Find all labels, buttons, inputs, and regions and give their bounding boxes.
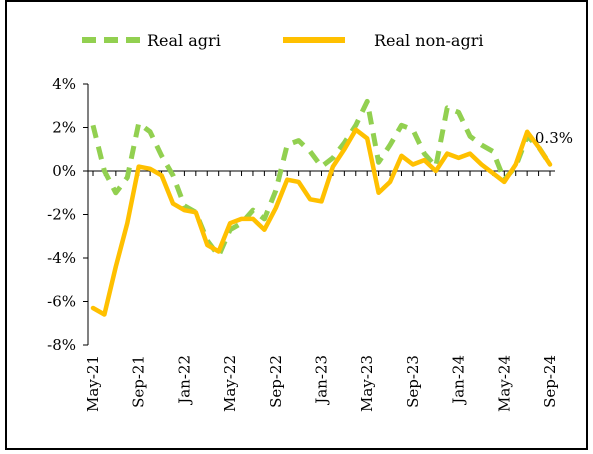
x-tick-label: Jan-24 <box>450 355 468 406</box>
x-tick-label: May-24 <box>495 355 513 412</box>
x-tick-label: Jan-23 <box>313 355 331 406</box>
legend-label-real-agri: Real agri <box>147 31 221 50</box>
x-tick-label: Sep-22 <box>267 355 285 408</box>
x-tick-label: Sep-24 <box>541 355 559 408</box>
x-tick-label: May-21 <box>84 355 102 412</box>
y-tick-label: 4% <box>52 75 76 93</box>
series-real-non-agri-line <box>90 127 553 317</box>
y-tick-label: 0% <box>52 162 76 180</box>
x-tick-label: Sep-21 <box>130 355 148 408</box>
y-tick-label: 2% <box>52 119 76 137</box>
chart-border <box>5 0 588 450</box>
x-tick-label: Jan-22 <box>175 355 193 406</box>
series-group <box>90 98 553 317</box>
x-axis-ticks: May-21 Sep-21 Jan-22 May-22 Sep-22 Jan-23 May-… <box>84 171 559 412</box>
data-label-last-point: 0.3% <box>535 129 573 147</box>
y-axis-ticks: 4% 2% 0% -2% -4% -6% -8% <box>47 75 88 354</box>
y-tick-label: -6% <box>47 293 76 311</box>
y-tick-label: -8% <box>47 336 76 354</box>
legend-label-real-non-agri: Real non-agri <box>374 31 483 50</box>
annotations: 0.3% <box>535 129 573 147</box>
x-tick-label: Sep-23 <box>404 355 422 408</box>
y-tick-label: -2% <box>47 206 76 224</box>
x-tick-label: May-22 <box>221 355 239 412</box>
legend: Real agri Real non-agri <box>82 31 483 50</box>
y-tick-label: -4% <box>47 249 76 267</box>
x-tick-label: May-23 <box>358 355 376 412</box>
series-real-agri-line <box>90 98 553 259</box>
